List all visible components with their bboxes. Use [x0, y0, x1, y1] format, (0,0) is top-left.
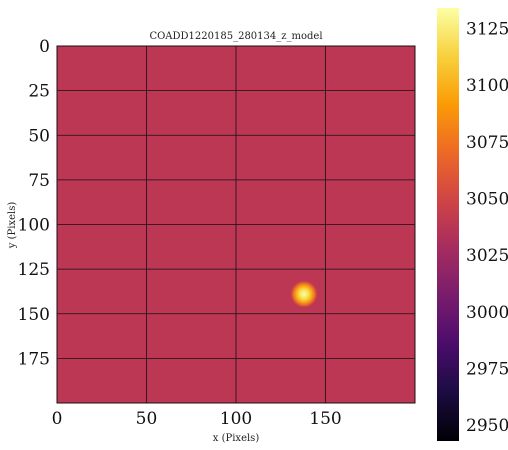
x-axis-label: x (Pixels)	[213, 433, 260, 444]
colorbar	[437, 8, 459, 441]
colorbar-tick-label-3: 3025	[466, 246, 508, 266]
y-tick-label-5: 125	[18, 260, 50, 280]
plot-frame	[56, 45, 416, 404]
x-tick-label-2: 100	[220, 409, 252, 429]
source-blob	[290, 280, 319, 309]
x-axis: 0 50 100 150	[52, 409, 342, 429]
colorbar-tick-label-0: 2950	[466, 416, 508, 436]
y-tick-label-3: 75	[28, 171, 50, 191]
y-tick-label-1: 25	[28, 82, 50, 102]
colorbar-tick-label-4: 3050	[466, 189, 508, 209]
x-tick-label-0: 0	[52, 409, 63, 429]
grid	[57, 46, 415, 403]
colorbar-ticks: 2950 2975 3000 3025 3050 3075 3100 3125	[466, 19, 508, 436]
colorbar-tick-label-6: 3100	[466, 76, 508, 96]
y-tick-label-4: 100	[18, 216, 50, 236]
x-tick-label-1: 50	[136, 409, 158, 429]
y-axis-label: y (Pixels)	[7, 202, 18, 250]
colorbar-tick-label-7: 3125	[466, 19, 508, 39]
colorbar-tick-label-5: 3075	[466, 133, 508, 153]
y-axis: 0 25 50 75 100 125 150 175	[18, 37, 50, 369]
y-tick-label-6: 150	[18, 305, 50, 325]
y-tick-label-2: 50	[28, 126, 50, 146]
chart-title: COADD1220185_280134_z_model	[149, 31, 322, 42]
colorbar-tick-label-1: 2975	[466, 359, 508, 379]
colorbar-tick-label-2: 3000	[466, 303, 508, 323]
y-tick-label-7: 175	[18, 349, 50, 369]
y-tick-label-0: 0	[39, 37, 50, 57]
x-tick-label-3: 150	[309, 409, 341, 429]
